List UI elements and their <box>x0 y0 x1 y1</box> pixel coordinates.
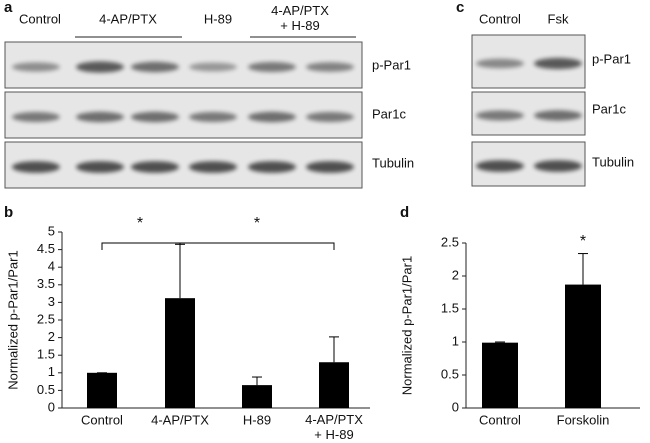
significance-star: * <box>137 215 143 232</box>
y-tick-label: 3.5 <box>37 276 55 291</box>
y-tick-label: 2 <box>48 329 55 344</box>
blot-band <box>476 160 524 172</box>
y-tick-label: 1 <box>452 333 459 348</box>
blot-strip <box>4 41 363 89</box>
significance-star: * <box>580 233 586 250</box>
y-tick-label: 3 <box>48 294 55 309</box>
y-tick-label: 2 <box>452 267 459 282</box>
lane-label: Control <box>479 11 521 26</box>
row-label: p-Par1 <box>372 57 411 72</box>
y-tick-label: 0.5 <box>37 382 55 397</box>
y-tick-label: 1 <box>48 364 55 379</box>
lane-label: Control <box>19 11 61 26</box>
blot-band <box>189 161 237 173</box>
panel-letter: a <box>4 0 13 16</box>
blot-strip <box>4 141 363 189</box>
blot-band <box>248 111 296 123</box>
blot-band <box>189 112 237 122</box>
x-tick-label: Forskolin <box>557 412 610 427</box>
significance-star: * <box>254 215 260 232</box>
y-tick-label: 1.5 <box>441 300 459 315</box>
lane-label: Fsk <box>548 11 569 26</box>
row-label: p-Par1 <box>592 51 631 66</box>
bar <box>319 362 349 408</box>
blot-band <box>12 62 60 72</box>
blot-band <box>534 110 582 121</box>
blot-band <box>476 110 524 121</box>
panel-letter: c <box>456 0 464 16</box>
y-tick-label: 0 <box>48 399 55 414</box>
lane-label: 4-AP/PTX <box>99 11 157 26</box>
blot-band <box>131 161 179 173</box>
blot-strip <box>4 91 363 139</box>
blot-band <box>131 61 179 73</box>
y-tick-label: 2.5 <box>441 234 459 249</box>
blot-band <box>534 57 582 70</box>
x-tick-label: 4-AP/PTX + H-89 <box>305 412 363 442</box>
blot-band <box>12 112 60 122</box>
bar <box>242 385 272 408</box>
blot-band <box>76 161 124 173</box>
y-tick-label: 2.5 <box>37 311 55 326</box>
bar <box>482 342 518 408</box>
row-label: Tubulin <box>372 155 414 170</box>
panel-letter: d <box>400 204 409 221</box>
y-tick-label: 4 <box>48 259 55 274</box>
bar <box>565 284 601 408</box>
x-tick-label: H-89 <box>243 412 271 427</box>
bar <box>165 298 195 408</box>
row-label: Par1c <box>592 101 626 116</box>
blot-band <box>534 160 582 172</box>
x-tick-label: Control <box>479 412 521 427</box>
y-tick-label: 0 <box>452 399 459 414</box>
blot-band <box>306 62 354 72</box>
blot-band <box>189 62 237 72</box>
y-axis-label: Normalized p-Par1/Par1 <box>5 250 20 389</box>
y-tick-label: 4.5 <box>37 241 55 256</box>
blot-band <box>248 62 296 72</box>
blot-band <box>131 111 179 123</box>
x-tick-label: 4-AP/PTX <box>151 412 209 427</box>
blot-band <box>306 161 354 173</box>
lane-label: 4-AP/PTX + H-89 <box>271 3 329 33</box>
y-tick-label: 0.5 <box>441 366 459 381</box>
y-tick-label: 1.5 <box>37 347 55 362</box>
blot-band <box>476 58 524 69</box>
bar <box>87 372 117 408</box>
row-label: Tubulin <box>592 154 634 169</box>
x-tick-label: Control <box>81 412 123 427</box>
y-tick-label: 5 <box>48 223 55 238</box>
panel-letter: b <box>4 204 13 221</box>
blot-band <box>76 61 124 73</box>
blot-band <box>306 112 354 122</box>
blot-band <box>76 111 124 123</box>
blot-band <box>248 161 296 173</box>
blot-band <box>12 161 60 173</box>
significance-bracket <box>101 242 181 250</box>
y-axis-label: Normalized p-Par1/Par1 <box>399 256 414 395</box>
lane-label: H-89 <box>204 11 232 26</box>
significance-bracket <box>179 242 335 250</box>
row-label: Par1c <box>372 106 406 121</box>
